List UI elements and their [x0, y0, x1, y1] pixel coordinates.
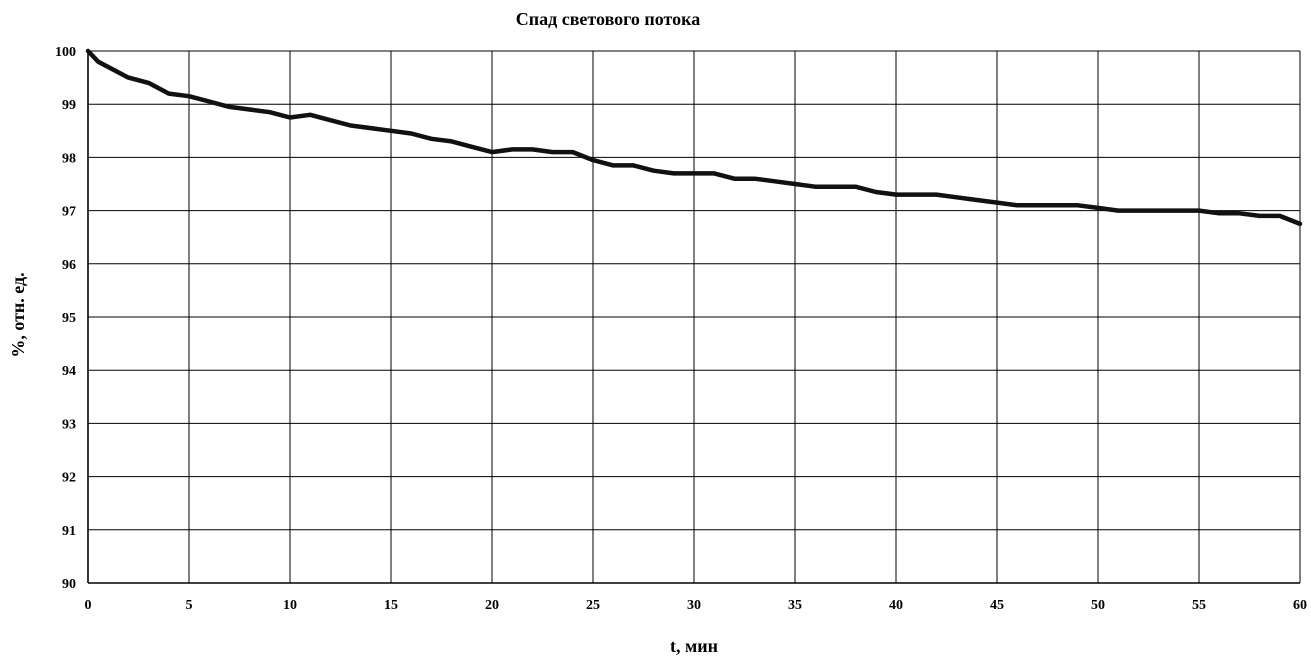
x-tick-label: 5: [186, 598, 193, 613]
x-tick-label: 15: [384, 598, 398, 613]
y-tick-label: 98: [62, 151, 76, 166]
x-tick-labels: 0 5 10 15 20 25 30 35 40 45 50 55 60: [85, 598, 1308, 613]
x-tick-label: 50: [1091, 598, 1105, 613]
chart-title: Спад светового потока: [516, 9, 701, 29]
x-tick-label: 45: [990, 598, 1004, 613]
y-tick-label: 100: [55, 45, 76, 60]
y-axis-label: %, отн. ед.: [8, 272, 28, 357]
grid: [87, 50, 1301, 584]
series-layer: [85, 48, 1303, 227]
y-tick-label: 97: [62, 205, 76, 220]
y-tick-label: 93: [62, 417, 76, 432]
y-tick-label: 94: [62, 364, 76, 379]
x-tick-label: 35: [788, 598, 802, 613]
y-tick-label: 95: [62, 311, 76, 326]
x-tick-label: 55: [1192, 598, 1206, 613]
x-tick-label: 0: [85, 598, 92, 613]
y-tick-label: 99: [62, 98, 76, 113]
x-tick-label: 30: [687, 598, 701, 613]
y-tick-label: 92: [62, 471, 76, 486]
y-tick-label: 91: [62, 524, 76, 539]
x-tick-label: 60: [1293, 598, 1307, 613]
y-tick-label: 96: [62, 258, 76, 273]
axes: [87, 51, 1300, 584]
x-axis-label: t, мин: [670, 636, 718, 656]
x-tick-label: 25: [586, 598, 600, 613]
x-tick-label: 20: [485, 598, 499, 613]
x-tick-label: 40: [889, 598, 903, 613]
series-line: [85, 48, 1303, 227]
y-tick-labels: 90 91 92 93 94 95 96 97 98 99 100: [55, 45, 76, 592]
x-tick-label: 10: [283, 598, 297, 613]
y-tick-label: 90: [62, 577, 76, 592]
